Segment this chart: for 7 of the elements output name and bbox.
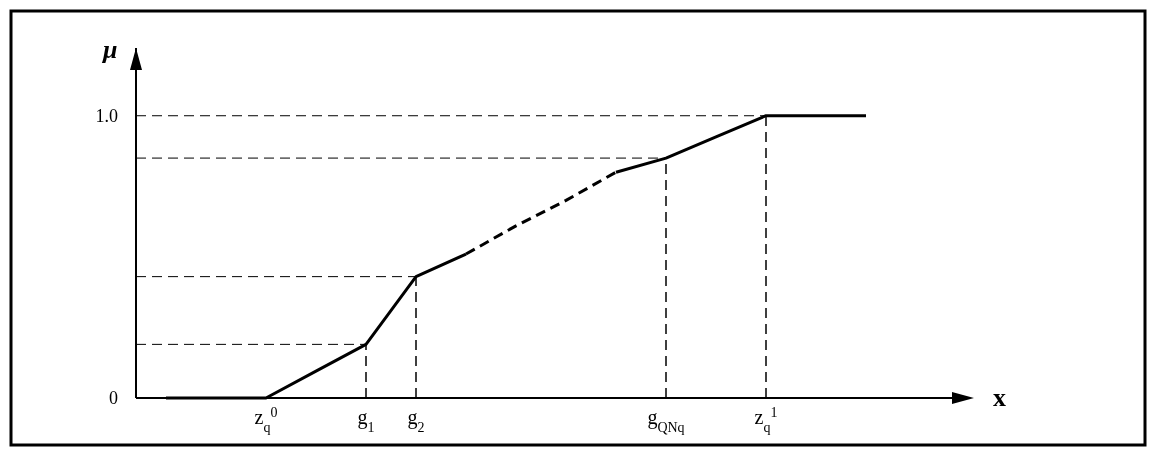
x-tick-label: g$_{1}$ (357, 406, 375, 435)
y-tick-label: 0 (109, 388, 118, 409)
x-tick-label: g$_{QNq}$ (647, 406, 685, 435)
x-tick-label: g$_{2}$ (407, 406, 425, 435)
x-axis-title: x (993, 383, 1006, 412)
y-tick-label: 1.0 (95, 106, 118, 127)
y-axis-title: μ (101, 35, 118, 64)
